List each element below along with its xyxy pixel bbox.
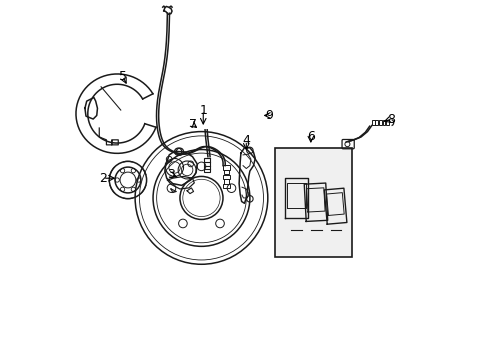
Bar xyxy=(223,175,229,179)
Text: 1: 1 xyxy=(199,104,207,117)
Bar xyxy=(382,120,385,126)
Bar xyxy=(378,120,381,126)
Text: 2: 2 xyxy=(99,172,106,185)
Text: 7: 7 xyxy=(188,118,196,131)
Text: 5: 5 xyxy=(118,69,126,82)
Text: 3: 3 xyxy=(167,168,175,181)
Bar xyxy=(375,120,378,126)
Text: 6: 6 xyxy=(306,130,314,144)
Bar xyxy=(224,179,228,184)
Bar xyxy=(223,165,229,170)
Text: 9: 9 xyxy=(265,109,273,122)
Bar xyxy=(224,170,228,174)
Bar xyxy=(274,148,351,257)
Text: 8: 8 xyxy=(386,113,395,126)
Bar xyxy=(386,120,388,126)
Bar xyxy=(204,158,210,172)
Text: 4: 4 xyxy=(242,134,250,147)
Bar xyxy=(371,120,374,126)
Bar xyxy=(223,184,229,188)
